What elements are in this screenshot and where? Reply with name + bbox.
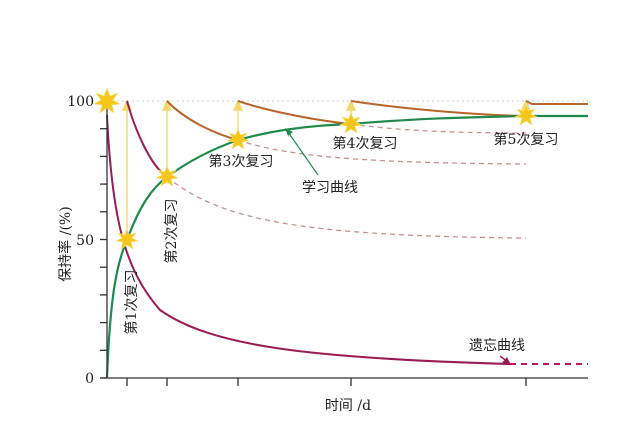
x-axis-title: 时间 /d	[325, 398, 371, 414]
dashed-decay-after-review4	[350, 123, 527, 134]
star-icon	[226, 128, 250, 150]
y-tick-100: 100	[67, 94, 94, 110]
star-icon	[115, 228, 139, 250]
review3-label: 第3次复习	[209, 153, 274, 170]
review2-label: 第2次复习	[163, 199, 180, 264]
decay-after-review3	[237, 100, 352, 125]
axes	[100, 98, 588, 386]
star-icon	[339, 112, 363, 134]
learning-curve-label: 学习曲线	[302, 180, 358, 196]
y-tick-0: 0	[85, 371, 94, 387]
decay-after-review5	[525, 100, 588, 106]
review-stars	[93, 87, 538, 250]
star-icon	[514, 104, 538, 126]
forgetting-curve-label: 遗忘曲线	[469, 338, 525, 354]
learning-curve	[105, 114, 588, 379]
decay-after-review2	[166, 100, 239, 141]
review1-label: 第1次复习	[123, 270, 140, 335]
decay-after-review1	[126, 100, 168, 178]
annotation-arrows	[285, 128, 511, 365]
star-icon	[93, 87, 121, 114]
decay-after-review4	[350, 100, 527, 117]
forgetting-curve	[106, 114, 511, 365]
review-arrows	[121, 99, 532, 240]
review4-label: 第4次复习	[333, 135, 398, 152]
review5-label: 第5次复习	[494, 131, 559, 148]
dashed-decay-after-review3	[237, 139, 527, 165]
star-icon	[155, 165, 179, 187]
review-decay-curves	[166, 100, 588, 141]
dashed-decay-after-review2	[166, 176, 527, 239]
y-tick-50: 50	[76, 233, 94, 249]
dashed-decay-curves	[166, 123, 527, 239]
y-axis-title: 保持率 /(%)	[57, 206, 74, 281]
